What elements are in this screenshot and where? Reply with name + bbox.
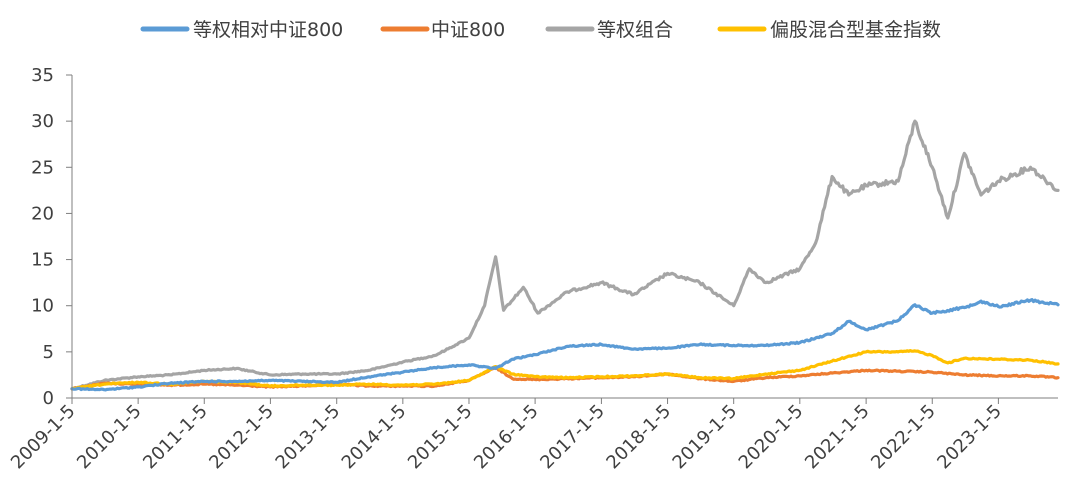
y-tick-label: 30 <box>31 111 54 132</box>
series-line-0 <box>70 298 1060 392</box>
series-line-2 <box>70 119 1060 391</box>
x-tick-label: 2012-1-5 <box>205 401 278 474</box>
y-tick-label: 5 <box>43 342 54 363</box>
x-tick-label: 2011-1-5 <box>139 401 212 474</box>
legend-label: 等权组合 <box>597 19 673 41</box>
x-tick-label: 2015-1-5 <box>404 401 477 474</box>
y-tick-label: 0 <box>43 388 54 409</box>
x-tick-label: 2013-1-5 <box>272 401 345 474</box>
y-tick-label: 35 <box>31 65 54 86</box>
x-tick-label: 2021-1-5 <box>801 401 874 474</box>
y-tick-label: 20 <box>31 203 54 224</box>
x-axis: 2009-1-52010-1-52011-1-52012-1-52013-1-5… <box>7 397 1058 474</box>
y-tick-label: 15 <box>31 250 54 271</box>
x-tick-label: 2017-1-5 <box>536 401 609 474</box>
series-lines <box>70 119 1060 392</box>
x-tick-label: 2010-1-5 <box>73 401 146 474</box>
legend-label: 等权相对中证800 <box>193 19 343 41</box>
x-tick-label: 2020-1-5 <box>735 401 808 474</box>
x-tick-label: 2009-1-5 <box>7 401 80 474</box>
x-tick-label: 2023-1-5 <box>933 401 1006 474</box>
x-tick-label: 2018-1-5 <box>602 401 675 474</box>
x-tick-label: 2014-1-5 <box>338 401 411 474</box>
legend-label: 中证800 <box>431 19 505 41</box>
x-tick-label: 2019-1-5 <box>669 401 742 474</box>
legend-label: 偏股混合型基金指数 <box>770 19 941 41</box>
y-tick-label: 10 <box>31 296 54 317</box>
x-tick-label: 2016-1-5 <box>470 401 543 474</box>
chart-legend: 等权相对中证800 中证800 等权组合 偏股混合型基金指数 <box>140 19 941 41</box>
y-axis: 0 5 10 15 20 25 30 35 <box>31 65 73 409</box>
x-tick-label: 2022-1-5 <box>867 401 940 474</box>
y-tick-label: 25 <box>31 157 54 178</box>
